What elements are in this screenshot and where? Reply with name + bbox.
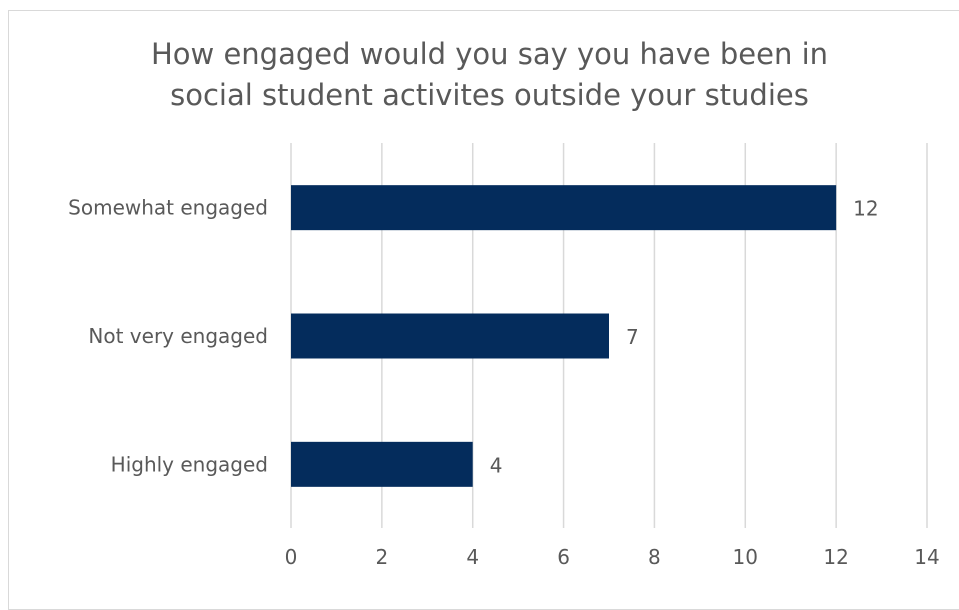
bar bbox=[291, 185, 837, 231]
category-label: Not very engaged bbox=[88, 324, 268, 348]
chart-title-line-2: social student activites outside your st… bbox=[170, 78, 809, 112]
bar bbox=[291, 313, 609, 359]
bars bbox=[291, 185, 837, 487]
category-label: Highly engaged bbox=[111, 452, 268, 476]
x-tick-label: 0 bbox=[285, 545, 298, 569]
x-tick-label: 6 bbox=[557, 545, 570, 569]
x-tick-label: 2 bbox=[375, 545, 388, 569]
labels: 0 2 4 6 8 10 12 14 Somewhat engaged 12 Not very en… bbox=[68, 196, 940, 569]
chart-title-line-1: How engaged would you say you have been … bbox=[150, 37, 829, 71]
category-label: Somewhat engaged bbox=[68, 196, 268, 220]
data-label: 4 bbox=[490, 453, 503, 477]
x-tick-label: 12 bbox=[823, 545, 848, 569]
bar bbox=[291, 441, 473, 487]
x-tick-label: 10 bbox=[733, 545, 758, 569]
x-tick-label: 4 bbox=[466, 545, 479, 569]
x-tick-label: 14 bbox=[914, 545, 939, 569]
data-label: 12 bbox=[853, 197, 878, 221]
bar-chart-plot: 0 2 4 6 8 10 12 14 Somewhat engaged 12 Not very en… bbox=[68, 143, 940, 569]
x-tick-label: 8 bbox=[648, 545, 661, 569]
chart-title: How engaged would you say you have been … bbox=[0, 34, 959, 116]
data-label: 7 bbox=[626, 325, 639, 349]
chart-frame bbox=[8, 10, 959, 610]
